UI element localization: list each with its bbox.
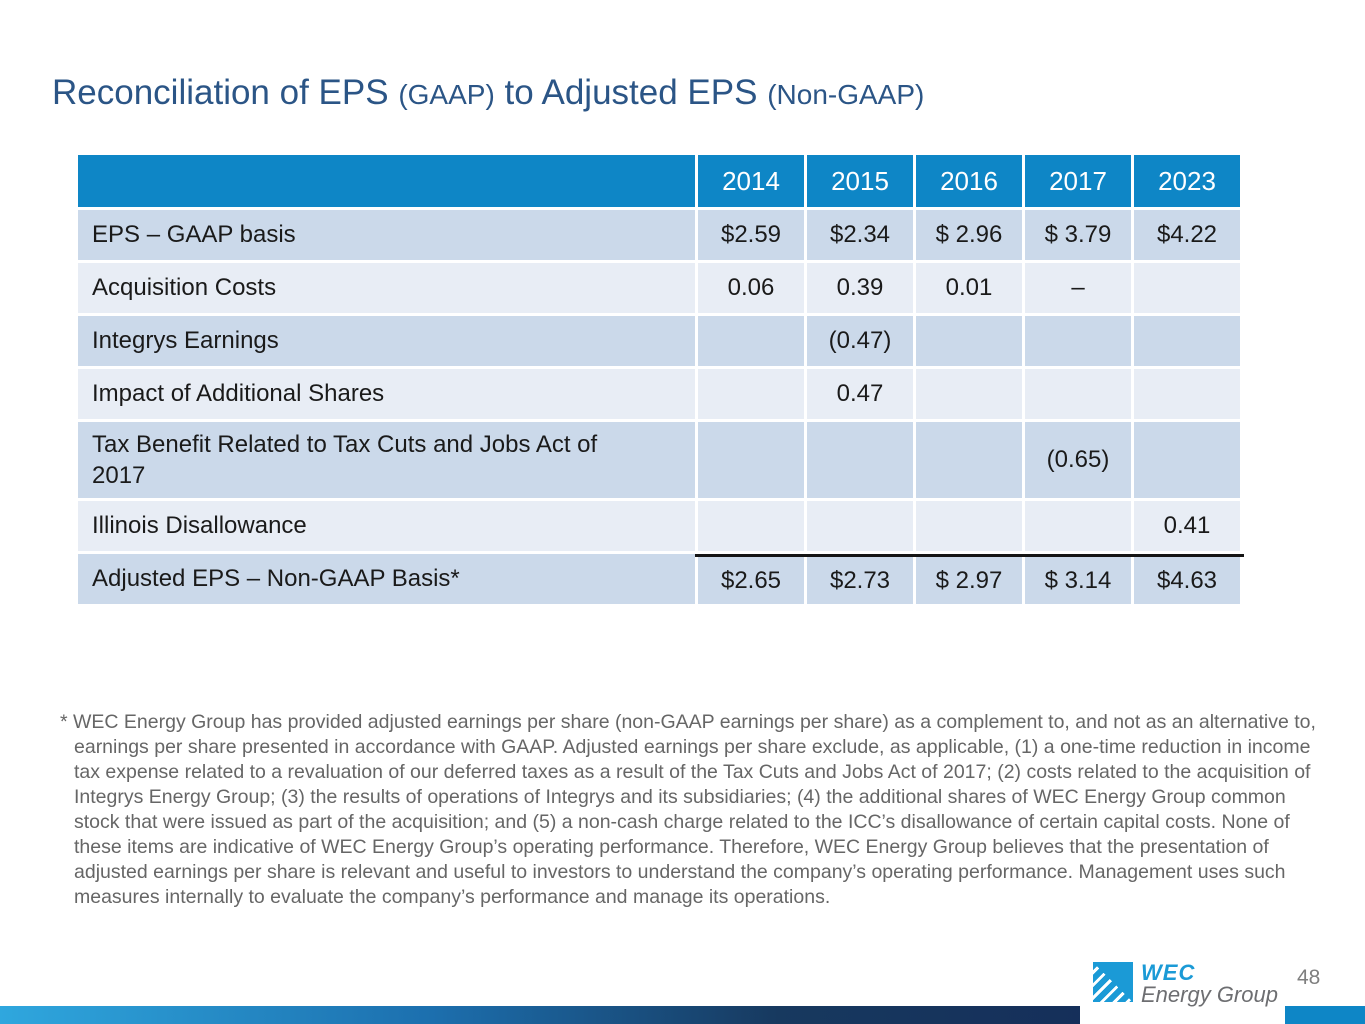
table-row: Tax Benefit Related to Tax Cuts and Jobs… — [78, 422, 1244, 498]
value-cell — [807, 501, 913, 551]
header-year: 2017 — [1025, 155, 1131, 207]
value-cell: $ 2.96 — [916, 210, 1022, 260]
row-label: Illinois Disallowance — [78, 501, 695, 551]
value-cell: 0.47 — [807, 369, 913, 419]
table-row: Illinois Disallowance 0.41 — [78, 501, 1244, 551]
table-row: Integrys Earnings (0.47) — [78, 316, 1244, 366]
value-cell: $ 3.79 — [1025, 210, 1131, 260]
value-cell: $4.63 — [1134, 557, 1240, 604]
value-cell — [1025, 369, 1131, 419]
logo-energy-group-text: Energy Group — [1141, 982, 1278, 1007]
wec-logo: WEC Energy Group — [1093, 962, 1278, 1007]
page-number: 48 — [1297, 966, 1321, 989]
value-cell — [698, 369, 804, 419]
value-cell — [916, 422, 1022, 498]
value-cell — [1025, 316, 1131, 366]
value-cell — [1134, 369, 1240, 419]
value-cell: $ 3.14 — [1025, 557, 1131, 604]
row-values: 0.06 0.39 0.01 – — [695, 263, 1244, 313]
table-row: Impact of Additional Shares 0.47 — [78, 369, 1244, 419]
row-values: 0.41 — [695, 501, 1244, 551]
row-label: Tax Benefit Related to Tax Cuts and Jobs… — [78, 422, 695, 498]
header-label-cell — [78, 155, 695, 207]
value-cell — [807, 422, 913, 498]
value-cell: $2.73 — [807, 557, 913, 604]
bottom-bar-right-segment — [1285, 1006, 1365, 1024]
row-label: Adjusted EPS – Non-GAAP Basis* — [78, 554, 695, 604]
table-header-row: 2014 2015 2016 2017 2023 — [78, 155, 1244, 207]
header-values: 2014 2015 2016 2017 2023 — [695, 155, 1244, 207]
value-cell: $ 2.97 — [916, 557, 1022, 604]
value-cell — [1134, 263, 1240, 313]
row-label: EPS – GAAP basis — [78, 210, 695, 260]
header-year: 2016 — [916, 155, 1022, 207]
row-values: 0.47 — [695, 369, 1244, 419]
row-values: (0.65) — [695, 422, 1244, 498]
title-nongaap: (Non-GAAP) — [767, 79, 925, 110]
wec-logo-text: WEC Energy Group — [1141, 962, 1278, 1007]
value-cell: $4.22 — [1134, 210, 1240, 260]
row-label: Integrys Earnings — [78, 316, 695, 366]
value-cell — [1025, 501, 1131, 551]
table-row: EPS – GAAP basis $2.59 $2.34 $ 2.96 $ 3.… — [78, 210, 1244, 260]
value-cell — [698, 316, 804, 366]
header-year: 2015 — [807, 155, 913, 207]
value-cell — [916, 369, 1022, 419]
value-cell: 0.06 — [698, 263, 804, 313]
row-values: $2.59 $2.34 $ 2.96 $ 3.79 $4.22 — [695, 210, 1244, 260]
table-row: Acquisition Costs 0.06 0.39 0.01 – — [78, 263, 1244, 313]
value-cell: (0.47) — [807, 316, 913, 366]
header-year: 2023 — [1134, 155, 1240, 207]
value-cell: $2.34 — [807, 210, 913, 260]
value-cell: $2.65 — [698, 557, 804, 604]
value-cell — [1134, 422, 1240, 498]
value-cell — [916, 501, 1022, 551]
header-year: 2014 — [698, 155, 804, 207]
value-cell: (0.65) — [1025, 422, 1131, 498]
value-cell — [1134, 316, 1240, 366]
table-row-total: Adjusted EPS – Non-GAAP Basis* $2.65 $2.… — [78, 554, 1244, 604]
footnote: * WEC Energy Group has provided adjusted… — [60, 711, 1316, 908]
value-cell: 0.41 — [1134, 501, 1240, 551]
value-cell: 0.01 — [916, 263, 1022, 313]
title-gaap: (GAAP) — [398, 79, 495, 110]
value-cell — [916, 316, 1022, 366]
title-main: Reconciliation of EPS — [52, 73, 389, 112]
row-label: Impact of Additional Shares — [78, 369, 695, 419]
row-values: $2.65 $2.73 $ 2.97 $ 3.14 $4.63 — [695, 554, 1244, 604]
value-cell — [698, 501, 804, 551]
title-middle: to Adjusted EPS — [504, 73, 758, 112]
row-values: (0.47) — [695, 316, 1244, 366]
page-title: Reconciliation of EPS (GAAP) to Adjusted… — [52, 73, 925, 113]
wec-logo-mark-icon — [1093, 962, 1133, 1002]
value-cell: 0.39 — [807, 263, 913, 313]
logo-wec-text: WEC — [1141, 960, 1196, 985]
value-cell: $2.59 — [698, 210, 804, 260]
row-label: Acquisition Costs — [78, 263, 695, 313]
value-cell: – — [1025, 263, 1131, 313]
bottom-bar-gradient — [0, 1006, 1080, 1024]
value-cell — [698, 422, 804, 498]
eps-table: 2014 2015 2016 2017 2023 EPS – GAAP basi… — [78, 155, 1244, 607]
